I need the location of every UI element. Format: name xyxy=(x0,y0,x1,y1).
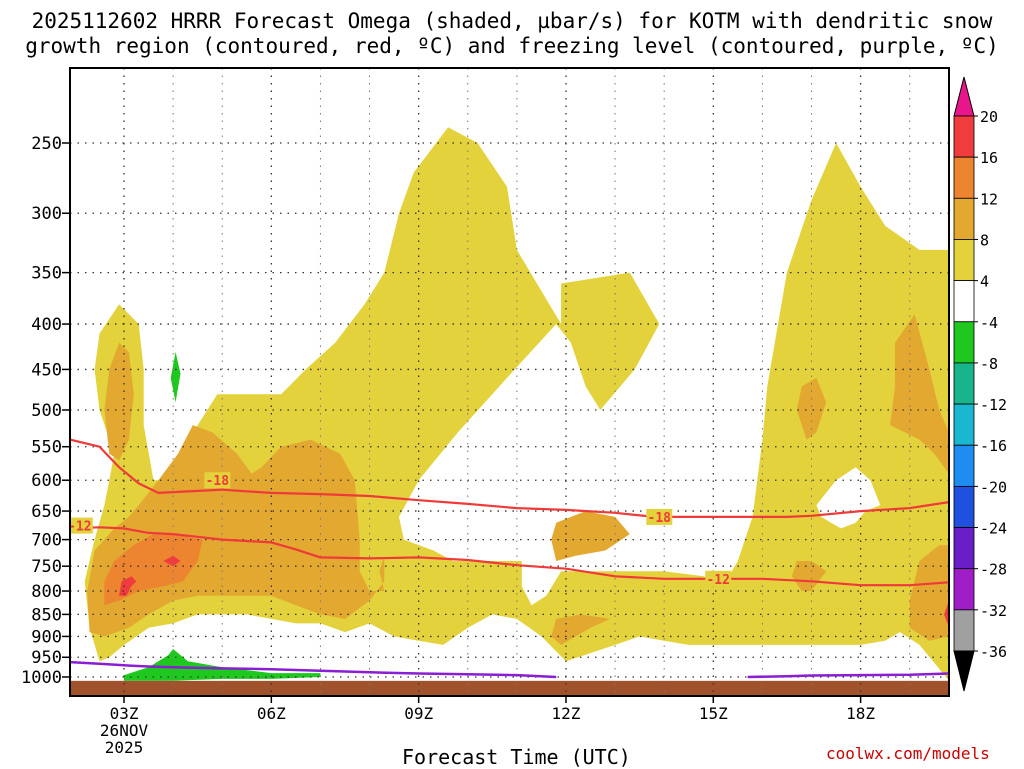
omega-region-7 xyxy=(796,377,827,440)
freezing-level-line-0 xyxy=(70,660,557,679)
colorbar-band xyxy=(953,485,975,528)
colorbar-band xyxy=(953,568,975,611)
y-tick-label: 250 xyxy=(31,134,62,154)
x-tick-label: 03Z xyxy=(110,704,139,723)
colorbar-band xyxy=(953,403,975,446)
omega-shading-layer xyxy=(84,127,949,681)
colorbar-label: -8 xyxy=(980,355,998,373)
colorbar-band xyxy=(953,239,975,282)
omega-region-5 xyxy=(551,511,630,561)
y-tick-label: 900 xyxy=(31,627,62,647)
y-tick-label: 550 xyxy=(31,438,62,458)
x-axis-title: Forecast Time (UTC) xyxy=(402,745,631,769)
colorbar-label: 8 xyxy=(980,231,989,249)
colorbar-label: 12 xyxy=(980,190,998,208)
chart-title-line-2: growth region (contoured, red, ºC) and f… xyxy=(25,34,999,58)
colorbar-label: -12 xyxy=(980,396,1007,414)
dgz-contour-label: -12 xyxy=(706,573,729,588)
y-tick-label: 350 xyxy=(31,264,62,284)
colorbar-band xyxy=(953,280,975,323)
y-tick-label: 950 xyxy=(31,648,62,668)
x-tick-label: 15Z xyxy=(699,704,728,723)
dgz-label-bg xyxy=(70,517,93,534)
y-tick-label: 650 xyxy=(31,502,62,522)
omega-region-14 xyxy=(944,600,949,628)
colorbar-band xyxy=(953,527,975,570)
colorbar-label: -20 xyxy=(980,478,1007,496)
x-tick-label: 09Z xyxy=(404,704,433,723)
colorbar-label: 20 xyxy=(980,108,998,126)
y-tick-label: 700 xyxy=(31,531,62,551)
colorbar-label: -16 xyxy=(980,437,1007,455)
y-tick-label: 450 xyxy=(31,360,62,380)
colorbar-band xyxy=(953,115,975,158)
x-tick-label: 18Z xyxy=(846,704,875,723)
ground-surface xyxy=(70,680,949,696)
colorbar-label: -36 xyxy=(980,643,1007,661)
dgz-contour-label: -18 xyxy=(206,474,230,489)
colorbar-top-arrow xyxy=(953,76,975,117)
freezing-level-line-1 xyxy=(747,672,949,679)
colorbar-band xyxy=(953,197,975,240)
plot-frame xyxy=(69,67,950,697)
contour-layer: -18 -12 -18 -12 xyxy=(68,438,949,679)
omega-region-9 xyxy=(890,314,949,474)
omega-region-16 xyxy=(124,649,321,681)
x-tick-date-label: 2025 xyxy=(105,738,144,757)
credit-link[interactable]: coolwx.com/models xyxy=(826,744,990,763)
colorbar-bottom-arrow xyxy=(953,650,975,692)
x-tick-label: 06Z xyxy=(257,704,286,723)
omega-region-15 xyxy=(170,351,181,403)
colorbar-label: -32 xyxy=(980,602,1007,620)
colorbar-label: -28 xyxy=(980,561,1007,579)
colorbar-band xyxy=(953,444,975,487)
colorbar-label: -24 xyxy=(980,520,1007,538)
colorbar-band xyxy=(953,362,975,405)
y-tick-label: 800 xyxy=(31,582,62,602)
colorbar-band xyxy=(953,156,975,199)
colorbar-band xyxy=(953,609,975,652)
colorbar-label: -4 xyxy=(980,314,998,332)
y-axis: 2503003504004505005506006507007508008509… xyxy=(21,134,70,688)
y-tick-label: 500 xyxy=(31,401,62,421)
omega-region-1 xyxy=(512,453,728,561)
y-tick-label: 1000 xyxy=(21,668,62,688)
dgz-label-bg xyxy=(646,508,673,525)
dgz-contour-1 xyxy=(70,526,949,587)
dgz-label-bg xyxy=(705,570,732,587)
omega-region-13 xyxy=(163,555,181,567)
colorbar-label: 16 xyxy=(980,149,998,167)
omega-region-4 xyxy=(104,342,134,461)
colorbar-band xyxy=(953,321,975,364)
y-tick-label: 850 xyxy=(31,605,62,625)
x-tick-label: 12Z xyxy=(552,704,581,723)
x-tick-date-label: 26NOV xyxy=(100,721,149,740)
y-tick-label: 400 xyxy=(31,315,62,335)
omega-region-10 xyxy=(909,545,949,641)
dgz-contour-label: -18 xyxy=(648,511,672,526)
dgz-contour-0 xyxy=(70,438,949,519)
colorbar-label: 4 xyxy=(980,273,989,291)
colorbar: 20 16 12 8 4 -4 -8 -12 -16 -20 -24 -28 -32 -36 xyxy=(953,76,1007,692)
dgz-label-bg xyxy=(204,472,231,489)
omega-region-6 xyxy=(551,614,611,645)
chart-title-line-1: 2025112602 HRRR Forecast Omega (shaded, … xyxy=(31,9,993,33)
y-tick-label: 600 xyxy=(31,471,62,491)
dgz-contour-label: -12 xyxy=(68,520,91,535)
y-tick-label: 750 xyxy=(31,557,62,577)
omega-region-8 xyxy=(791,561,827,591)
y-tick-label: 300 xyxy=(31,204,62,224)
